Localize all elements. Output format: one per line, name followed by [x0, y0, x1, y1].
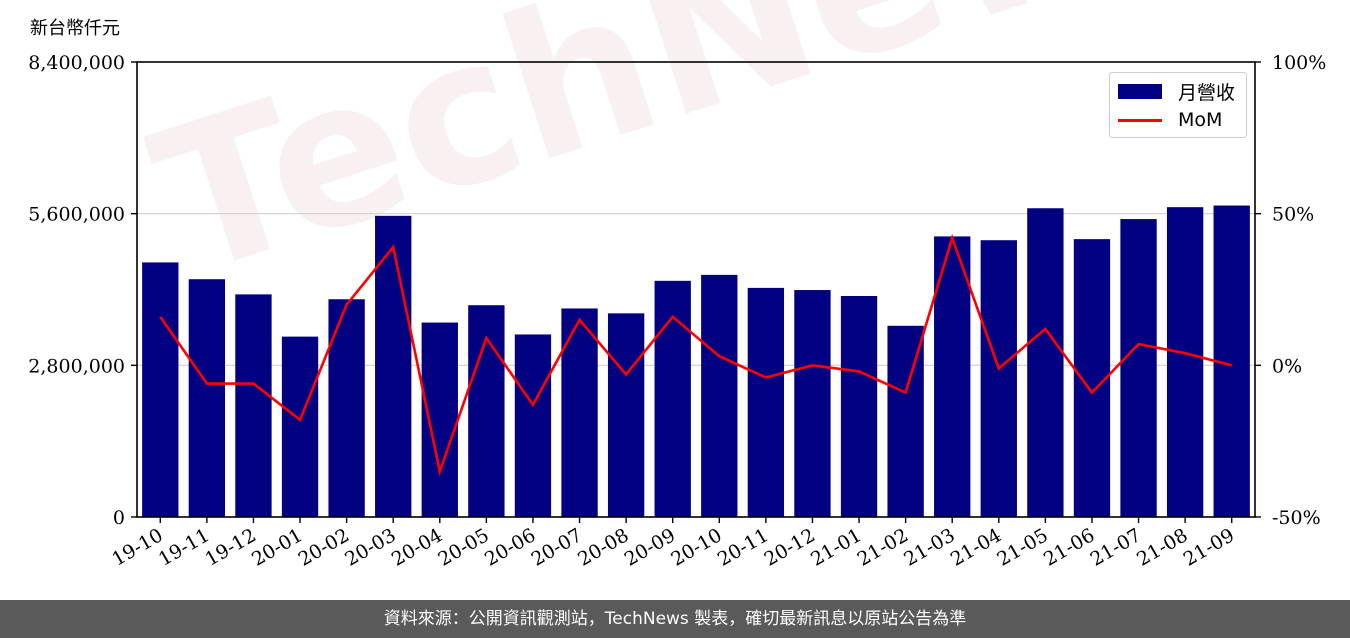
bar [281, 336, 319, 517]
x-tick-label: 21-04 [947, 524, 1005, 570]
bar [934, 236, 971, 517]
x-tick-label: 20-03 [341, 524, 399, 570]
bar [514, 334, 552, 517]
x-tick-label: 20-12 [761, 524, 819, 570]
x-tick-label: 20-02 [295, 524, 353, 570]
x-tick-label: 20-01 [248, 524, 306, 570]
x-tick-label: 20-06 [481, 524, 539, 570]
x-tick-label: 21-09 [1180, 524, 1238, 570]
bar [1120, 219, 1157, 518]
x-tick-label: 20-07 [528, 524, 586, 570]
x-tick-label: 21-01 [807, 524, 865, 570]
bar [421, 322, 458, 517]
y-left-tick-label: 5,600,000 [28, 204, 125, 226]
bar [188, 279, 226, 517]
legend-line-label: MoM [1178, 109, 1223, 131]
mom-line [159, 233, 1233, 477]
x-tick-label: 19-12 [202, 524, 260, 570]
bar [794, 290, 831, 517]
bar [328, 299, 365, 517]
bar [980, 240, 1017, 518]
x-tick-label: 21-02 [854, 524, 912, 570]
x-tick-label: 20-09 [621, 524, 679, 570]
x-tick-label: 20-11 [714, 524, 772, 570]
x-tick-label: 21-07 [1087, 524, 1145, 570]
y-right-tick-label: 50% [1272, 204, 1314, 226]
bar [142, 262, 179, 517]
source-footer: 資料來源：公開資訊觀測站，TechNews 製表，確切最新訊息以原站公告為準 [0, 600, 1350, 638]
y-left-tick-label: 0 [113, 507, 125, 529]
y-right-tick-label: 0% [1272, 355, 1302, 377]
x-tick-label: 20-08 [574, 524, 632, 570]
x-tick-label: 21-06 [1040, 524, 1098, 570]
bar [561, 308, 598, 517]
x-tick-label: 20-04 [388, 524, 446, 570]
x-tick-label: 21-05 [993, 524, 1051, 570]
bar-layer [142, 205, 1250, 518]
bar [747, 287, 785, 517]
bar [1027, 208, 1064, 517]
bar [235, 294, 272, 517]
x-tick-label: 20-10 [667, 524, 725, 570]
x-tick-label: 21-03 [900, 524, 958, 570]
bar [840, 296, 878, 517]
y-right-tick-label: 100% [1272, 52, 1326, 74]
legend-item-line: MoM [1118, 106, 1222, 134]
x-tick-label: 19-10 [108, 524, 166, 570]
x-tick-label: 21-08 [1133, 524, 1191, 570]
bar [375, 215, 412, 518]
legend-line-swatch [1118, 118, 1162, 122]
legend: 月營收 MoM [1109, 72, 1247, 138]
y-left-tick-label: 2,800,000 [28, 355, 125, 377]
bar [1166, 207, 1204, 517]
x-tick-label: 19-11 [155, 524, 213, 570]
chart: 0 2,800,000 5,600,000 8,400,000 -50% 0% 50% 100… [28, 52, 1326, 571]
y-right-tick-label: -50% [1272, 507, 1321, 529]
legend-item-bar: 月營收 [1118, 77, 1235, 105]
bar [654, 280, 691, 517]
y-left-tick-label: 8,400,000 [28, 52, 125, 74]
bar [887, 325, 924, 517]
legend-bar-swatch [1118, 83, 1162, 99]
bar [607, 313, 645, 517]
x-tick-label: 20-05 [434, 524, 492, 570]
unit-label: 新台幣仟元 [30, 18, 120, 39]
legend-bar-label: 月營收 [1178, 81, 1236, 104]
bar [701, 274, 738, 517]
line-layer [159, 233, 1233, 477]
plot-frame [136, 61, 1256, 518]
